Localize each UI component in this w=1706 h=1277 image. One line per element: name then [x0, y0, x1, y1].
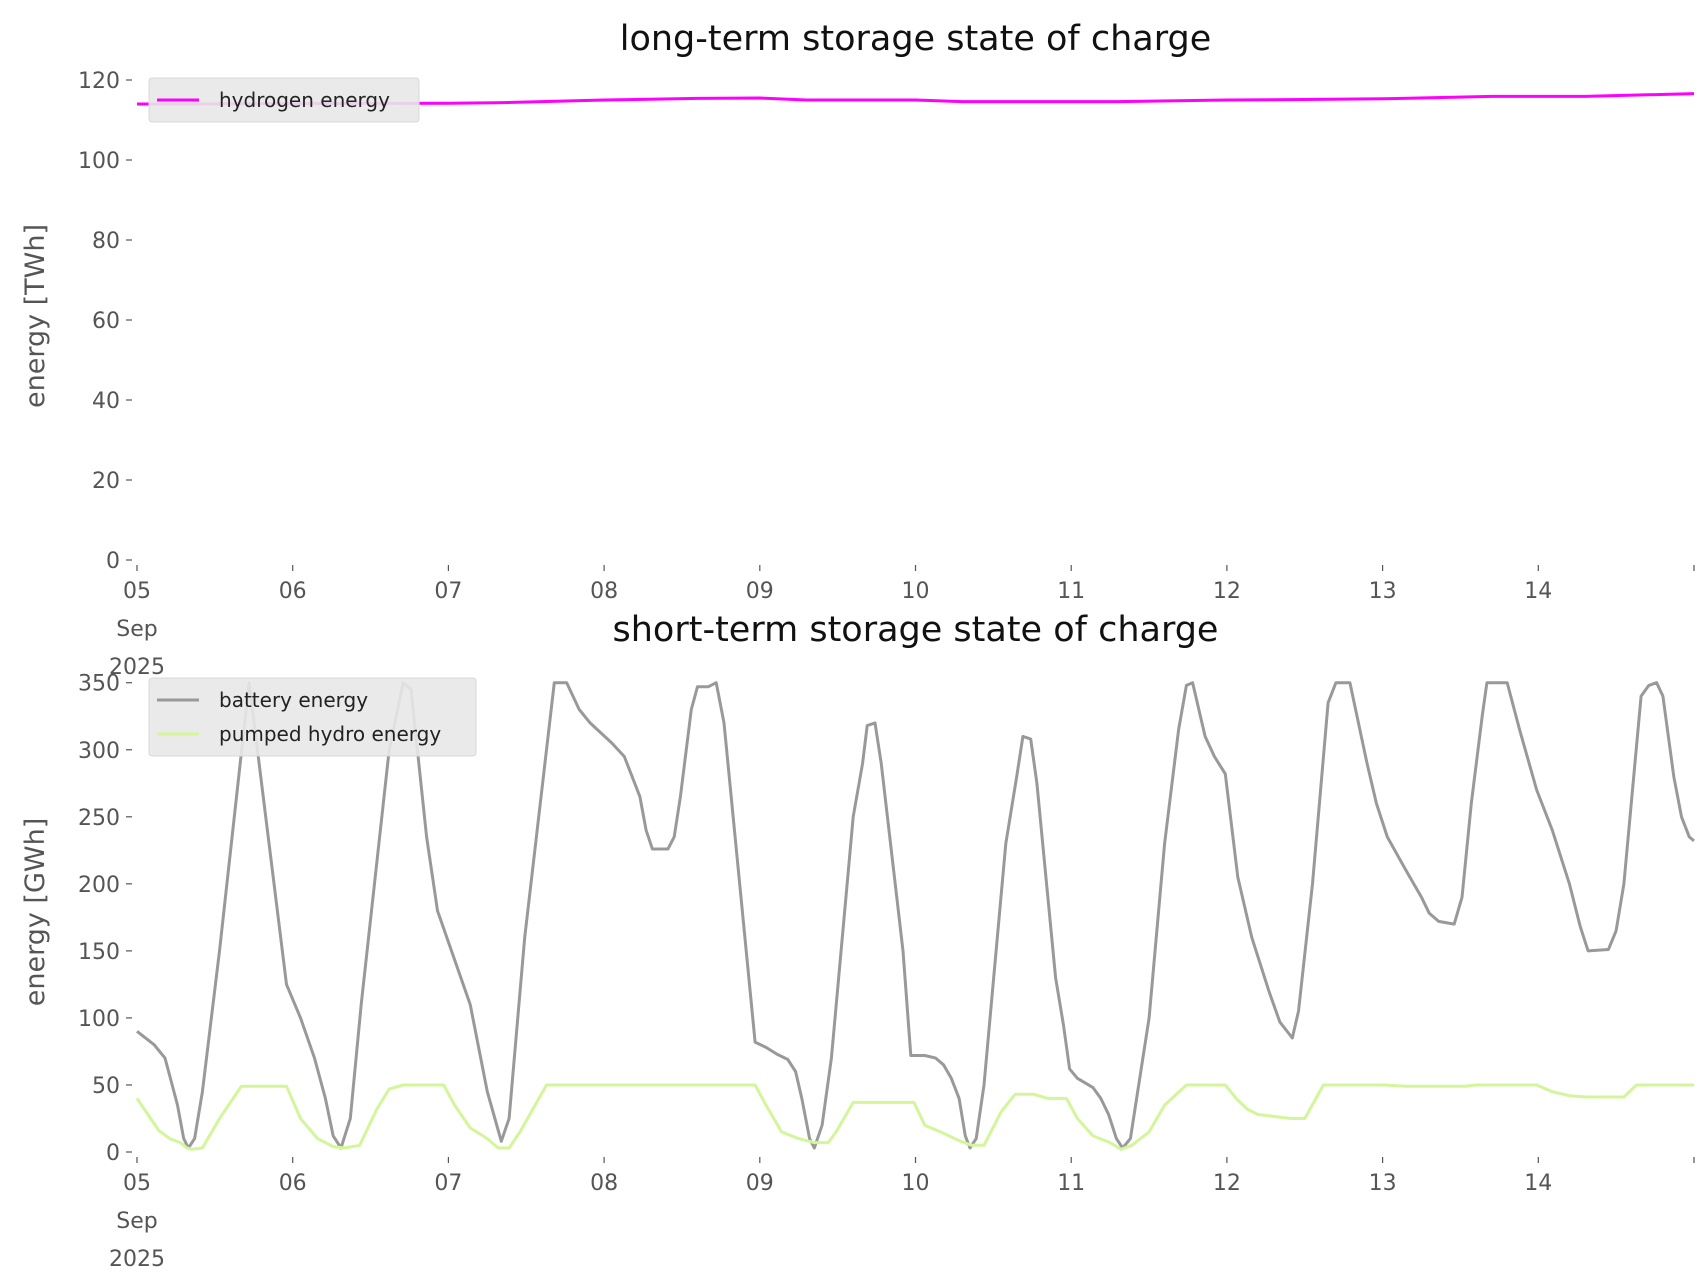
- x-tick-label-line: 08: [590, 1171, 618, 1196]
- x-tick-label: 09: [746, 1171, 774, 1196]
- legend: hydrogen energy: [148, 77, 420, 123]
- chart-1: long-term storage state of charge energy …: [20, 19, 1695, 680]
- x-tick-label: 07: [434, 579, 462, 604]
- y-tick-label: 80: [92, 229, 120, 254]
- x-tick-label: 05 Sep 2025: [109, 1171, 165, 1272]
- x-tick-label: 11: [1057, 1171, 1085, 1196]
- x-tick-label: 13: [1369, 1171, 1397, 1196]
- x-tick-label-line: 14: [1524, 579, 1552, 604]
- x-tick-label-line: 14: [1524, 1171, 1552, 1196]
- x-tick-label: 14: [1524, 1171, 1552, 1196]
- y-tick-label: 300: [78, 739, 120, 764]
- x-tick-label-line: 2025: [109, 655, 165, 680]
- x-tick-label-line: 11: [1057, 579, 1085, 604]
- y-tick-label: 120: [78, 69, 120, 94]
- legend: battery energy pumped hydro energy: [148, 677, 477, 757]
- x-tick-label-line: Sep: [116, 617, 157, 642]
- y-tick-label: 50: [92, 1074, 120, 1099]
- x-tick-label-line: 13: [1369, 1171, 1397, 1196]
- x-tick-label: 11: [1057, 579, 1085, 604]
- y-tick-label: 0: [106, 549, 120, 574]
- legend-box: [148, 677, 477, 757]
- x-tick-label: 09: [746, 579, 774, 604]
- legend-label: pumped hydro energy: [219, 722, 441, 746]
- x-tick-label-line: 05: [123, 579, 151, 604]
- y-tick-label: 40: [92, 389, 120, 414]
- x-tick-label-line: 2025: [109, 1247, 165, 1272]
- x-tick-label-line: 12: [1213, 1171, 1241, 1196]
- x-tick-label: 13: [1369, 579, 1397, 604]
- x-tick-label-line: 11: [1057, 1171, 1085, 1196]
- x-tick-label-line: 07: [434, 579, 462, 604]
- y-tick-label: 150: [78, 940, 120, 965]
- y-axis-label: energy [TWh]: [20, 224, 51, 408]
- x-tick-label-line: 10: [902, 1171, 930, 1196]
- x-tick-label-line: Sep: [116, 1209, 157, 1234]
- x-tick-label-line: 13: [1369, 579, 1397, 604]
- x-tick-label-line: 09: [746, 1171, 774, 1196]
- legend-box: [148, 77, 420, 123]
- y-tick-label: 250: [78, 806, 120, 831]
- chart-title: short-term storage state of charge: [613, 610, 1219, 650]
- legend-label: hydrogen energy: [219, 88, 390, 112]
- x-tick-label-line: 06: [279, 1171, 307, 1196]
- series-line-battery-energy: [136, 681, 1695, 1150]
- y-tick-label: 0: [106, 1141, 120, 1166]
- y-tick-label: 350: [78, 672, 120, 697]
- x-tick-label-line: 10: [902, 579, 930, 604]
- x-tick-label: 14: [1524, 579, 1552, 604]
- x-tick-label: 10: [902, 579, 930, 604]
- series-line-hydrogen-energy: [136, 92, 1695, 106]
- x-tick-label-line: 05: [123, 1171, 151, 1196]
- x-tick-label-line: 12: [1213, 579, 1241, 604]
- x-tick-label-line: 07: [434, 1171, 462, 1196]
- x-tick-label: 06: [279, 579, 307, 604]
- x-tick-label: 06: [279, 1171, 307, 1196]
- x-tick-label-line: 08: [590, 579, 618, 604]
- x-tick-label: 12: [1213, 579, 1241, 604]
- x-tick-label: 07: [434, 1171, 462, 1196]
- series-line-pumped-hydro-energy: [135, 1083, 1694, 1151]
- y-tick-label: 100: [78, 149, 120, 174]
- x-tick-label: 10: [902, 1171, 930, 1196]
- chart-2: short-term storage state of charge energy…: [20, 610, 1695, 1272]
- y-axis-label: energy [GWh]: [20, 818, 51, 1006]
- x-tick-label: 05 Sep 2025: [109, 579, 165, 680]
- legend-label: battery energy: [219, 688, 368, 712]
- y-tick-label: 20: [92, 469, 120, 494]
- y-tick-label: 100: [78, 1007, 120, 1032]
- chart-title: long-term storage state of charge: [620, 19, 1212, 59]
- x-tick-label: 12: [1213, 1171, 1241, 1196]
- x-tick-label: 08: [590, 579, 618, 604]
- y-tick-label: 200: [78, 873, 120, 898]
- x-tick-label-line: 09: [746, 579, 774, 604]
- x-tick-label-line: 06: [279, 579, 307, 604]
- y-tick-label: 60: [92, 309, 120, 334]
- x-tick-label: 08: [590, 1171, 618, 1196]
